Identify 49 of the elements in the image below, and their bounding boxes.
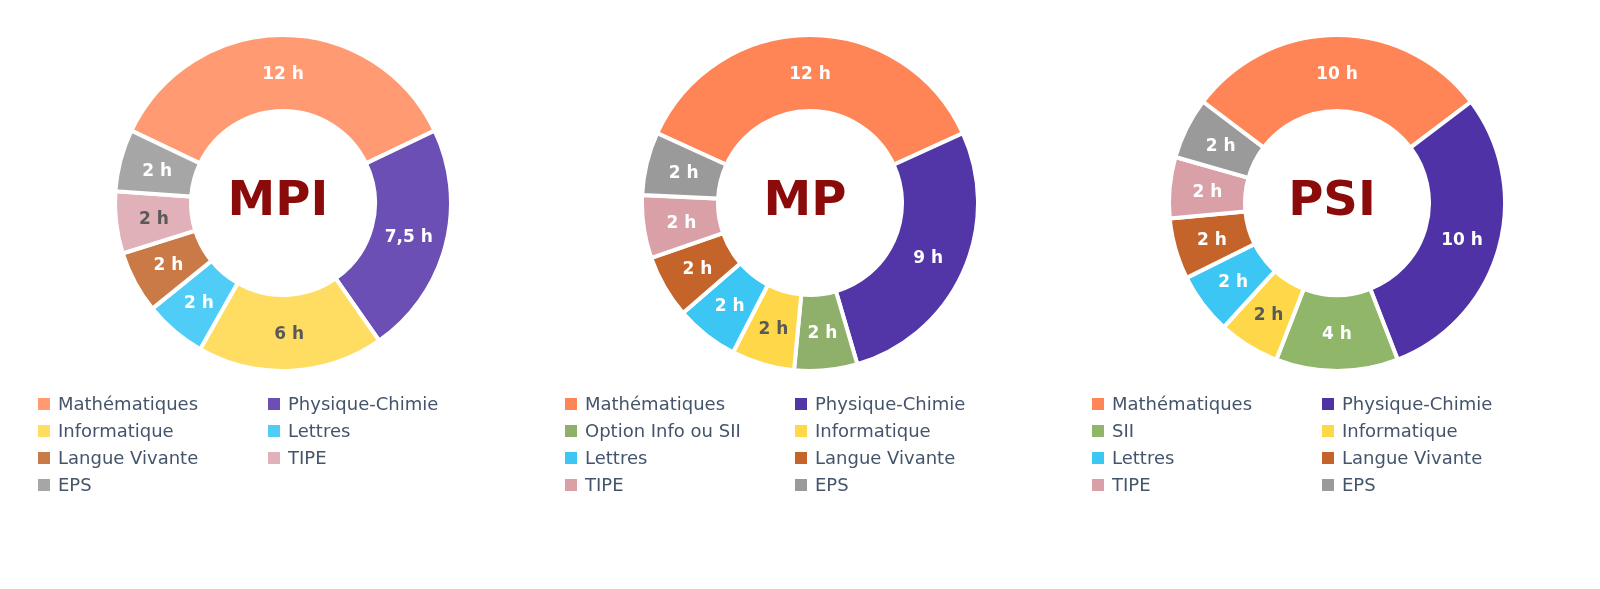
legend-label: EPS — [58, 474, 92, 495]
legend-label: Informatique — [815, 420, 931, 441]
data-label: 2 h — [807, 322, 838, 343]
legend-label: SII — [1112, 420, 1135, 441]
legend-label: Physique-Chimie — [288, 393, 439, 414]
data-label: 2 h — [666, 211, 697, 232]
data-label: 2 h — [682, 258, 713, 278]
legend-label: Lettres — [288, 420, 351, 441]
legend-label: EPS — [815, 474, 849, 495]
text: MPI — [227, 170, 329, 226]
data-label: 2 h — [668, 162, 699, 183]
legend-label: Lettres — [1112, 447, 1175, 468]
data-label: 2 h — [1253, 303, 1284, 324]
data-label: 10 h — [1441, 228, 1483, 249]
data-label: 2 h — [153, 254, 184, 275]
legend-label: TIPE — [288, 447, 327, 468]
data-label: 7,5 h — [384, 226, 433, 247]
data-label: 2 h — [714, 295, 745, 316]
data-label: 10 h — [1316, 63, 1358, 83]
data-label: 12 h — [789, 63, 831, 83]
legend-label: Physique-Chimie — [815, 393, 966, 414]
data-label: 2 h — [138, 208, 169, 229]
legend-label: TIPE — [585, 474, 624, 495]
legend-label: Lettres — [585, 447, 648, 468]
legend-label: Mathématiques — [1112, 393, 1253, 414]
legend-label: Langue Vivante — [58, 447, 199, 468]
legend-label: Informatique — [58, 420, 174, 441]
legend-label: Langue Vivante — [1342, 447, 1483, 468]
legend-label: Langue Vivante — [815, 447, 956, 468]
data-label: 4 h — [1322, 323, 1352, 343]
data-label: 12 h — [262, 63, 304, 83]
data-label: 6 h — [274, 322, 305, 343]
data-label: 2 h — [758, 317, 789, 338]
legend-label: Option Info ou SII — [585, 420, 741, 441]
legend-label: Mathématiques — [58, 393, 199, 414]
data-label: 2 h — [1192, 181, 1223, 202]
data-label: 9 h — [913, 247, 944, 267]
text: MP — [763, 170, 847, 226]
data-label: 2 h — [1205, 135, 1236, 156]
text: PSI — [1288, 170, 1376, 226]
data-label: 2 h — [183, 292, 214, 313]
data-label: 2 h — [1218, 271, 1249, 292]
legend-label: Mathématiques — [585, 393, 726, 414]
data-label: 2 h — [1197, 228, 1227, 249]
legend-label: Physique-Chimie — [1342, 393, 1493, 414]
legend-label: TIPE — [1112, 474, 1151, 495]
legend-label: EPS — [1342, 474, 1376, 495]
data-label: 2 h — [142, 159, 173, 180]
legend-label: Informatique — [1342, 420, 1458, 441]
